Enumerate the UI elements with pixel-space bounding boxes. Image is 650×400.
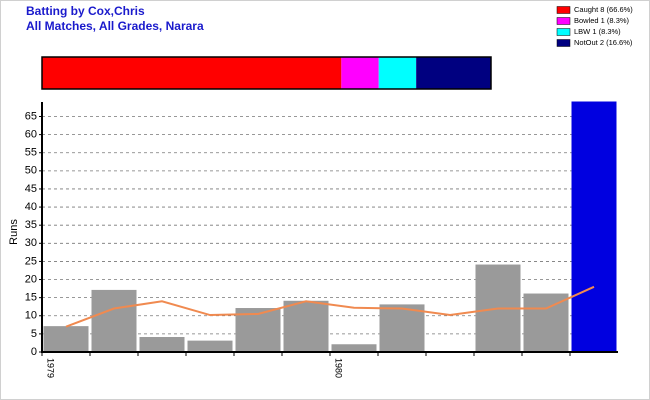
segment [378,57,417,89]
legend-label: NotOut 2 (16.6%) [574,38,633,47]
y-tick-label: 45 [25,183,37,195]
y-tick-label: 65 [25,110,37,122]
segment [416,57,491,89]
bar [331,344,377,353]
bar [139,337,185,353]
segment-border [41,56,492,90]
y-tick-label: 35 [25,219,37,231]
y-tick-label: 10 [25,310,37,322]
y-tick-label: 55 [25,147,37,159]
y-tick-label: 20 [25,273,37,285]
y-tick-label: 0 [31,346,37,358]
bar [523,293,569,353]
chart-title: Batting by Cox,Chris [26,4,145,18]
y-tick-label: 60 [25,129,37,141]
legend-label: LBW 1 (8.3%) [574,27,621,36]
y-tick-label: 40 [25,201,37,213]
y-tick-label: 15 [25,292,37,304]
y-tick-label: 30 [25,237,37,249]
bar [283,300,329,353]
bar [235,308,281,353]
bar [571,101,617,353]
legend-swatch [556,28,571,36]
legend-swatch [556,17,571,25]
legend-label: Caught 8 (66.6%) [574,5,633,14]
legend-swatch [556,6,571,14]
bar [43,326,89,353]
y-axis-label: Runs [8,219,20,245]
bar [187,340,233,353]
legend-swatch [556,39,571,47]
x-tick-label: 1979 [46,358,56,378]
y-tick-label: 5 [31,328,37,340]
bar [379,304,425,353]
y-tick-label: 50 [25,165,37,177]
x-tick-label: 1980 [334,358,344,378]
legend-label: Bowled 1 (8.3%) [574,16,630,25]
trend-line [65,285,595,328]
chart-subtitle: All Matches, All Grades, Narara [26,19,204,33]
segment [341,57,379,89]
segment [42,57,342,89]
bar [91,289,137,353]
y-tick-label: 25 [25,255,37,267]
